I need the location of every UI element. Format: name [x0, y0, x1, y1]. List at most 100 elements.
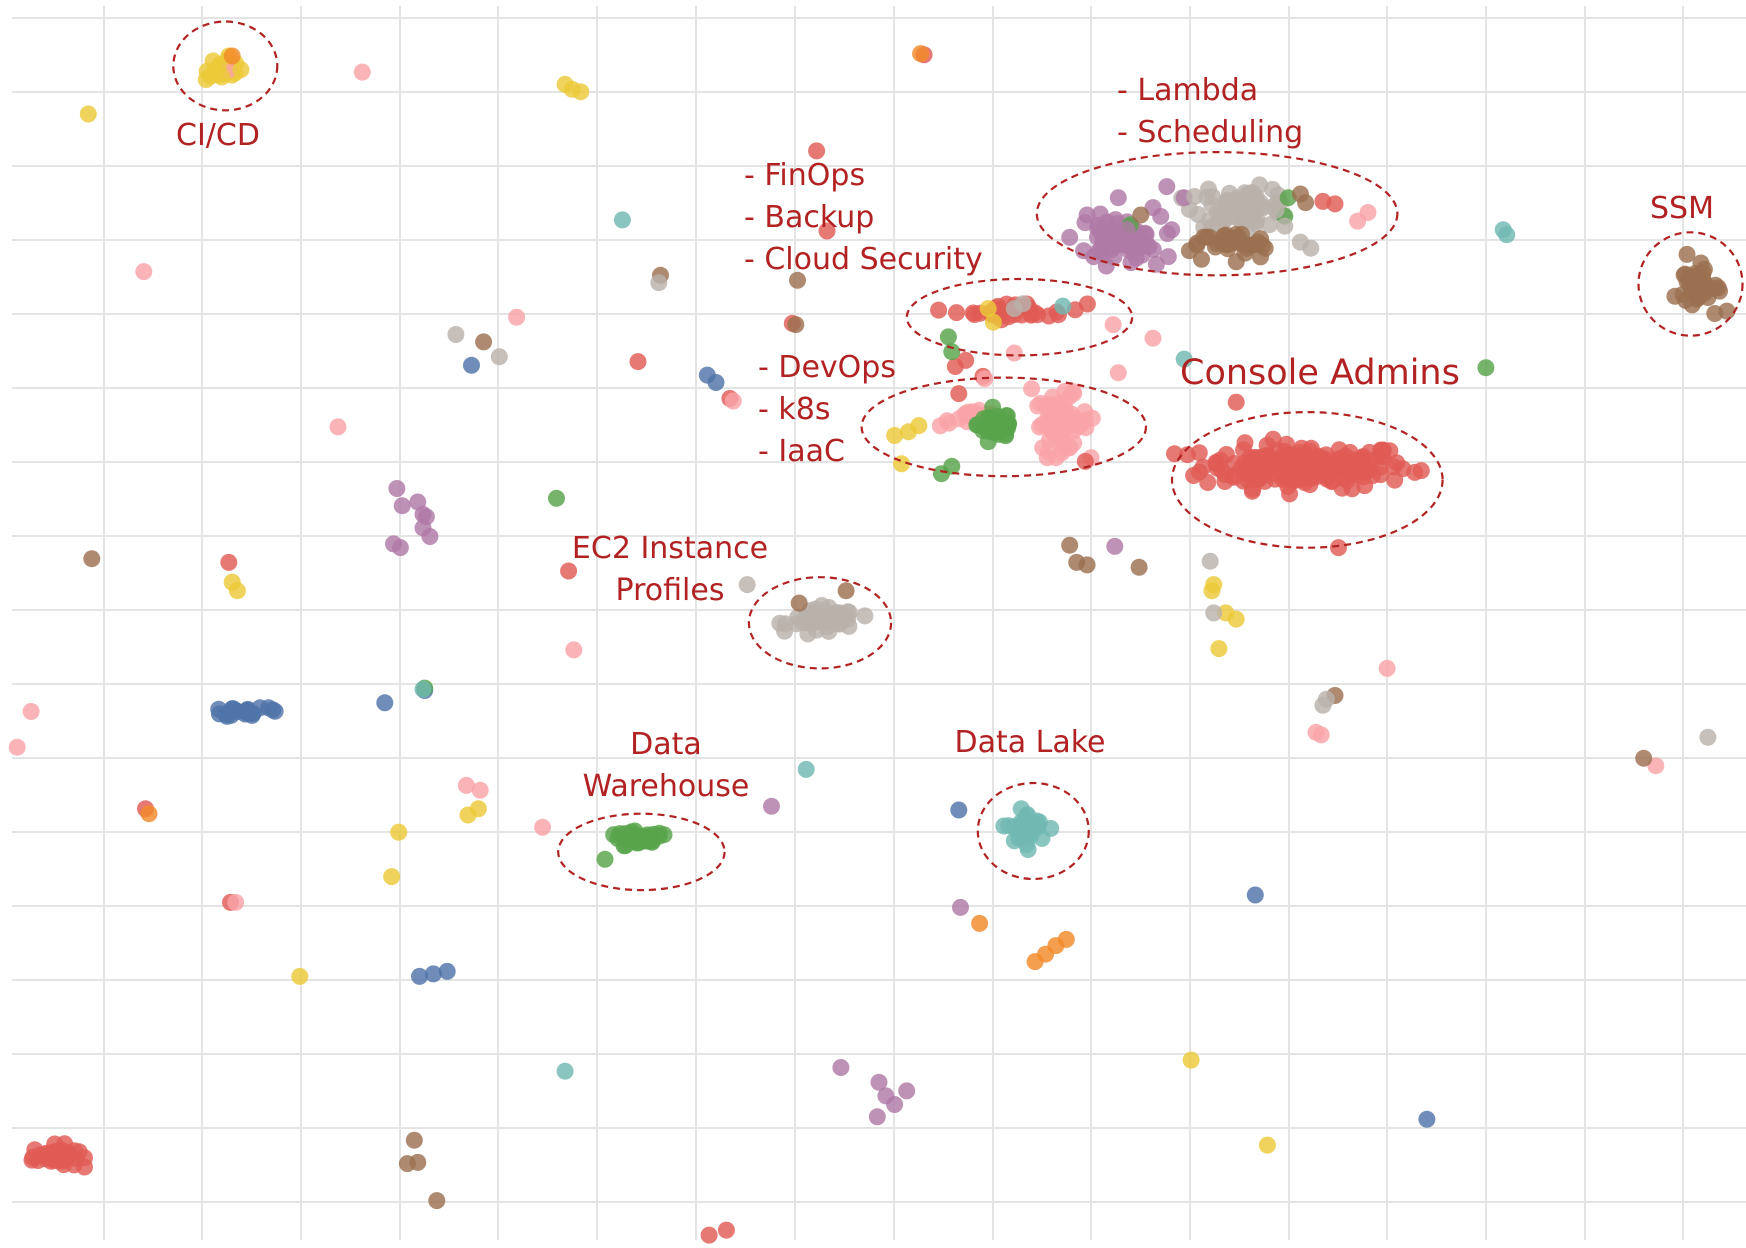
scatter-point-teal: [1023, 813, 1041, 831]
scatter-point-gray: [1276, 217, 1294, 235]
cluster-label-line: Warehouse: [583, 769, 750, 804]
scatter-point-purple: [1106, 537, 1124, 555]
scatter-point-pink: [1060, 388, 1078, 406]
cluster-label-line: - Cloud Security: [744, 242, 983, 277]
scatter-point-red: [1179, 446, 1196, 464]
scatter-point-blue: [707, 374, 725, 391]
scatter-point-blue: [376, 694, 394, 712]
scatter-point-gray: [856, 607, 874, 625]
scatter-point-red: [948, 304, 965, 322]
scatter-point-red: [808, 142, 826, 160]
scatter-point-brown: [1692, 254, 1710, 272]
scatter-point-purple: [1109, 189, 1127, 207]
scatter-point-pink: [1040, 402, 1058, 420]
scatter-point-teal: [1175, 350, 1193, 368]
scatter-point-yellow: [204, 52, 222, 70]
scatter-point-yellow: [886, 427, 904, 444]
scatter-point-gray: [1201, 552, 1219, 570]
cluster-ellipse-ec2: [747, 576, 893, 670]
scatter-point-pink: [1312, 726, 1330, 744]
scatter-point-yellow: [390, 823, 408, 841]
scatter-point-gray: [447, 326, 465, 343]
scatter-point-yellow: [979, 300, 997, 318]
scatter-point-brown: [1252, 248, 1269, 266]
scatter-point-gray: [650, 274, 668, 292]
cluster-label-ec2: EC2 Instance Profiles: [572, 531, 768, 608]
scatter-point-pink: [534, 818, 552, 836]
cluster-label-devops: - DevOps - k8s - IaaC: [758, 350, 896, 469]
scatter-point-green: [655, 826, 673, 844]
scatter-point-pink: [508, 308, 526, 326]
scatter-point-teal: [797, 760, 815, 778]
cluster-label-line: - Backup: [744, 200, 874, 235]
scatter-point-purple: [898, 1082, 916, 1100]
scatter-point-teal: [613, 211, 631, 229]
scatter-point-red: [700, 1226, 718, 1244]
scatter-point-purple: [763, 797, 780, 815]
scatter-point-brown: [428, 1192, 446, 1210]
scatter-point-brown: [83, 550, 101, 568]
scatter-point-red: [1412, 462, 1430, 480]
cluster-ellipse-console: [1170, 410, 1444, 549]
scatter-point-gray: [1252, 194, 1269, 212]
scatter-point-purple: [952, 898, 969, 916]
grid: [12, 6, 1746, 1240]
scatter-point-red: [818, 222, 836, 240]
scatter-point-pink: [1005, 344, 1023, 362]
scatter-point-purple: [886, 1096, 904, 1113]
scatter-point-green: [998, 407, 1016, 425]
scatter-point-pink: [471, 781, 489, 799]
scatter-point-blue: [260, 699, 278, 717]
scatter-point-green: [997, 425, 1015, 443]
data-points: [8, 45, 1736, 1244]
scatter-point-brown: [837, 582, 855, 600]
scatter-point-orange: [140, 805, 158, 823]
scatter-point-gray: [1302, 239, 1320, 257]
scatter-point-red: [1262, 453, 1279, 471]
scatter-point-brown: [1061, 536, 1079, 554]
cluster-label-line: Profiles: [616, 573, 725, 608]
scatter-point-pink: [457, 776, 475, 794]
cluster-label-line: EC2 Instance: [572, 531, 768, 566]
scatter-point-pink: [1031, 418, 1048, 436]
scatter-point-yellow: [213, 68, 231, 86]
scatter-point-red: [1330, 539, 1347, 557]
scatter-point-red: [220, 553, 238, 571]
scatter-point-yellow: [1258, 1136, 1276, 1154]
scatter-point-brown: [1198, 228, 1216, 246]
scatter-point-brown: [1238, 239, 1256, 257]
scatter-point-green: [615, 837, 633, 855]
scatter-point-pink: [565, 641, 583, 659]
scatter-point-pink: [724, 392, 742, 410]
scatter-point-gray: [1205, 604, 1223, 622]
cluster-label-console: Console Admins: [1180, 353, 1460, 393]
scatter-point-gray: [738, 576, 756, 594]
scatter-point-red: [24, 1149, 42, 1166]
cluster-label-datawh: Data Warehouse: [583, 727, 750, 804]
scatter-point-red: [964, 304, 982, 322]
scatter-point-teal: [1042, 820, 1060, 837]
scatter-point-teal: [414, 680, 432, 698]
scatter-point-teal: [1054, 297, 1072, 315]
cluster-label-line: Data Lake: [954, 725, 1105, 760]
scatter-point-brown: [1078, 556, 1096, 574]
scatter-point-pink: [8, 738, 26, 756]
scatter-point-purple: [832, 1059, 850, 1076]
cluster-label-line: - FinOps: [744, 158, 865, 193]
scatter-point-brown: [1180, 242, 1198, 260]
scatter-point-pink: [1359, 204, 1377, 221]
scatter-point-brown: [475, 333, 493, 351]
scatter-point-red: [1326, 195, 1344, 213]
scatter-point-red: [1026, 304, 1044, 322]
cluster-label-datalake: Data Lake: [954, 725, 1105, 760]
scatter-point-red: [76, 1149, 93, 1167]
cluster-ellipse-devops: [860, 376, 1148, 478]
scatter-point-yellow: [459, 806, 477, 824]
scatter-point-gray: [820, 622, 838, 640]
scatter-point-gray: [1219, 194, 1236, 212]
scatter-point-brown: [398, 1155, 416, 1173]
scatter-point-brown: [1132, 206, 1150, 224]
scatter-point-red: [1185, 467, 1203, 484]
